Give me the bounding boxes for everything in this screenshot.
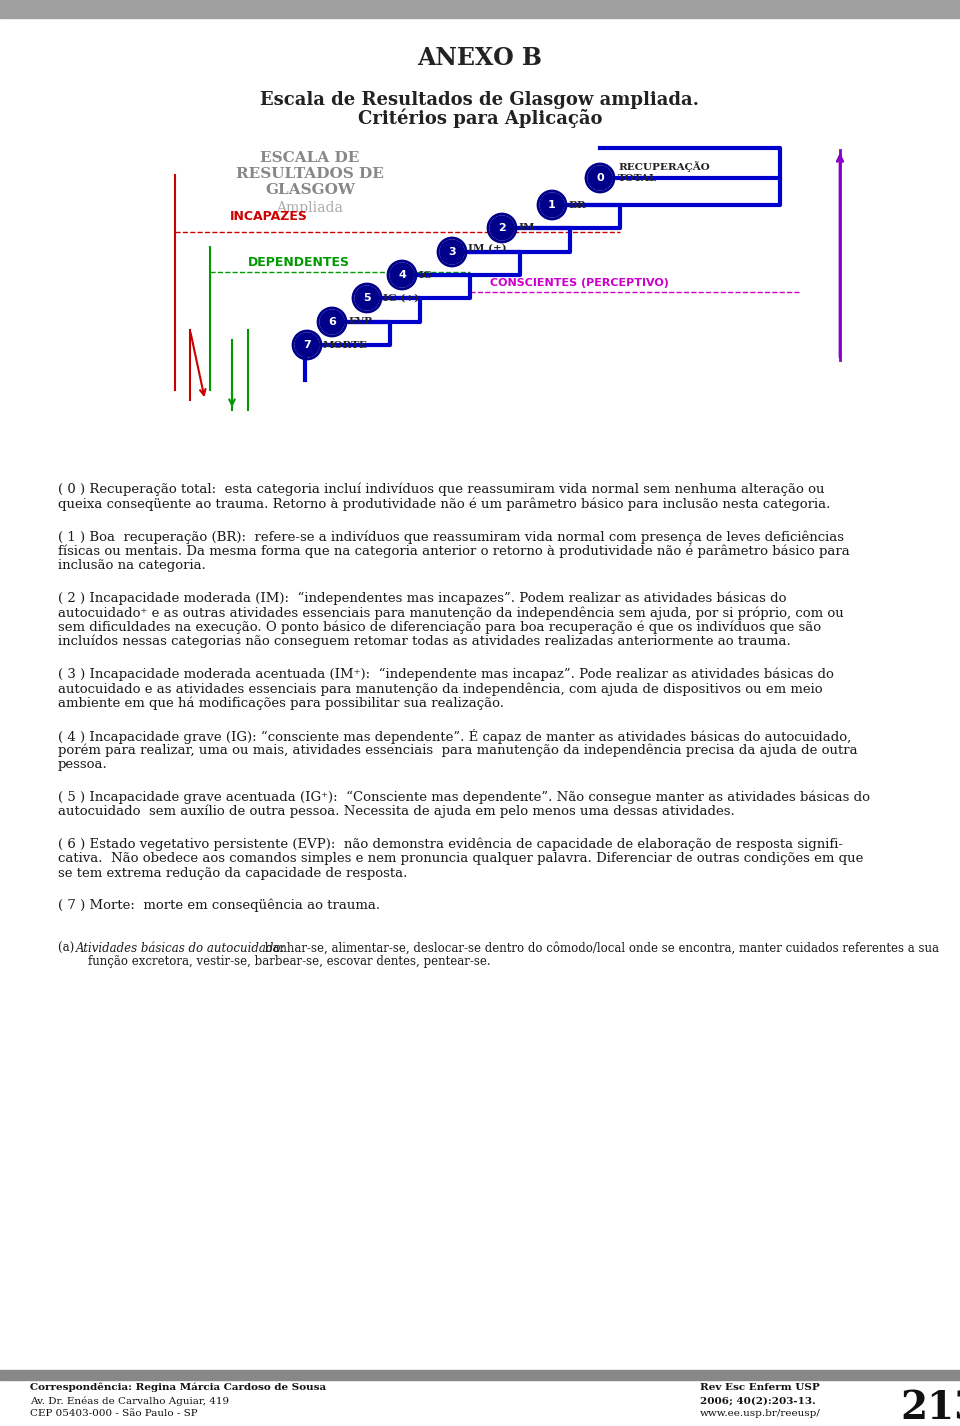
Text: Rev Esc Enferm USP: Rev Esc Enferm USP — [700, 1383, 820, 1392]
Text: ANEXO B: ANEXO B — [418, 46, 542, 70]
Text: ESCALA DE: ESCALA DE — [260, 151, 360, 165]
Text: RESULTADOS DE: RESULTADOS DE — [236, 167, 384, 181]
Text: se tem extrema redução da capacidade de resposta.: se tem extrema redução da capacidade de … — [58, 867, 407, 880]
Text: ( 6 ) Estado vegetativo persistente (EVP):  não demonstra evidência de capacidad: ( 6 ) Estado vegetativo persistente (EVP… — [58, 837, 843, 851]
Text: 7: 7 — [303, 339, 311, 349]
Text: 2006; 40(2):203-13.: 2006; 40(2):203-13. — [700, 1396, 816, 1405]
Text: incluídos nessas categorias não conseguem retomar todas as atividades realizadas: incluídos nessas categorias não consegue… — [58, 635, 791, 649]
Text: 6: 6 — [328, 317, 336, 327]
Circle shape — [295, 334, 319, 356]
Circle shape — [588, 165, 612, 190]
Text: Critérios para Aplicação: Critérios para Aplicação — [358, 108, 602, 128]
Text: autocuidado  sem auxílio de outra pessoa. Necessita de ajuda em pelo menos uma d: autocuidado sem auxílio de outra pessoa.… — [58, 806, 734, 819]
Text: INCAPAZES: INCAPAZES — [230, 211, 308, 224]
Circle shape — [490, 215, 514, 240]
Circle shape — [440, 240, 464, 264]
Text: 2: 2 — [498, 222, 506, 232]
Text: ( 3 ) Incapacidade moderada acentuada (IM⁺):  “independente mas incapaz”. Pode r: ( 3 ) Incapacidade moderada acentuada (I… — [58, 667, 834, 682]
Text: CEP 05403-000 - São Paulo - SP: CEP 05403-000 - São Paulo - SP — [30, 1409, 198, 1417]
Text: ( 0 ) Recuperação total:  esta categoria incluí indivíduos que reassumiram vida : ( 0 ) Recuperação total: esta categoria … — [58, 483, 825, 496]
Text: porém para realizar, uma ou mais, atividades essenciais  para manutenção da inde: porém para realizar, uma ou mais, ativid… — [58, 743, 857, 757]
Text: MORTE: MORTE — [323, 341, 368, 349]
Text: Correspondência: Regina Márcia Cardoso de Sousa: Correspondência: Regina Márcia Cardoso d… — [30, 1383, 326, 1393]
Text: RECUPERAÇÃO
TOTAL: RECUPERAÇÃO TOTAL — [618, 161, 709, 183]
Text: Ampliada: Ampliada — [276, 201, 344, 215]
Text: sem dificuldades na execução. O ponto básico de diferenciação para boa recuperaç: sem dificuldades na execução. O ponto bá… — [58, 620, 821, 635]
Text: GLASGOW: GLASGOW — [265, 183, 355, 197]
Text: DEPENDENTES: DEPENDENTES — [248, 255, 350, 268]
Text: www.ee.usp.br/reeusp/: www.ee.usp.br/reeusp/ — [700, 1409, 821, 1417]
Text: CONSCIENTES (PERCEPTIVO): CONSCIENTES (PERCEPTIVO) — [490, 278, 669, 288]
Text: (a): (a) — [58, 941, 78, 954]
Bar — [0, 0, 960, 19]
Bar — [0, 1370, 960, 1380]
Text: banhar-se, alimentar-se, deslocar-se dentro do cômodo/local onde se encontra, ma: banhar-se, alimentar-se, deslocar-se den… — [261, 941, 939, 954]
Text: ( 1 ) Boa  recuperação (BR):  refere-se a indivíduos que reassumiram vida normal: ( 1 ) Boa recuperação (BR): refere-se a … — [58, 530, 844, 543]
Circle shape — [355, 287, 379, 309]
Text: 5: 5 — [363, 292, 371, 302]
Text: ( 5 ) Incapacidade grave acentuada (IG⁺):  “Consciente mas dependente”. Não cons: ( 5 ) Incapacidade grave acentuada (IG⁺)… — [58, 790, 870, 804]
Text: IG (+): IG (+) — [383, 294, 419, 302]
Text: pessoa.: pessoa. — [58, 759, 108, 771]
Text: ambiente em que há modificações para possibilitar sua realização.: ambiente em que há modificações para pos… — [58, 696, 504, 710]
Text: ( 4 ) Incapacidade grave (IG): “consciente mas dependente”. É capaz de manter as: ( 4 ) Incapacidade grave (IG): “conscien… — [58, 729, 852, 744]
Text: IM: IM — [518, 224, 535, 232]
Text: Atividades básicas do autocuidado:: Atividades básicas do autocuidado: — [76, 941, 285, 954]
Text: 3: 3 — [448, 247, 456, 257]
Text: EVP: EVP — [348, 318, 372, 327]
Text: inclusão na categoria.: inclusão na categoria. — [58, 559, 205, 572]
Text: Av. Dr. Enéas de Carvalho Aguiar, 419: Av. Dr. Enéas de Carvalho Aguiar, 419 — [30, 1396, 229, 1406]
Text: autocuidado e as atividades essenciais para manutenção da independência, com aju: autocuidado e as atividades essenciais p… — [58, 682, 823, 696]
Circle shape — [390, 262, 414, 287]
Text: IG: IG — [418, 271, 432, 279]
Circle shape — [320, 309, 344, 334]
Text: físicas ou mentais. Da mesma forma que na categoria anterior o retorno à produti: físicas ou mentais. Da mesma forma que n… — [58, 545, 850, 558]
Text: IM (+): IM (+) — [468, 244, 507, 252]
Text: função excretora, vestir-se, barbear-se, escovar dentes, pentear-se.: função excretora, vestir-se, barbear-se,… — [88, 954, 491, 967]
Text: ( 2 ) Incapacidade moderada (IM):  “independentes mas incapazes”. Podem realizar: ( 2 ) Incapacidade moderada (IM): “indep… — [58, 592, 786, 605]
Text: BR: BR — [568, 201, 586, 210]
Text: autocuidado⁺ e as outras atividades essenciais para manutenção da independência : autocuidado⁺ e as outras atividades esse… — [58, 606, 844, 619]
Circle shape — [540, 193, 564, 217]
Text: 4: 4 — [398, 270, 406, 279]
Text: 1: 1 — [548, 200, 556, 210]
Text: 213: 213 — [900, 1390, 960, 1426]
Text: cativa.  Não obedece aos comandos simples e nem pronuncia qualquer palavra. Dife: cativa. Não obedece aos comandos simples… — [58, 851, 863, 866]
Text: 0: 0 — [596, 173, 604, 183]
Text: ( 7 ) Morte:  morte em conseqüência ao trauma.: ( 7 ) Morte: morte em conseqüência ao tr… — [58, 898, 380, 913]
Text: Escala de Resultados de Glasgow ampliada.: Escala de Resultados de Glasgow ampliada… — [260, 91, 700, 108]
Text: queixa conseqüente ao trauma. Retorno à produtividade não é um parâmetro básico : queixa conseqüente ao trauma. Retorno à … — [58, 498, 830, 511]
